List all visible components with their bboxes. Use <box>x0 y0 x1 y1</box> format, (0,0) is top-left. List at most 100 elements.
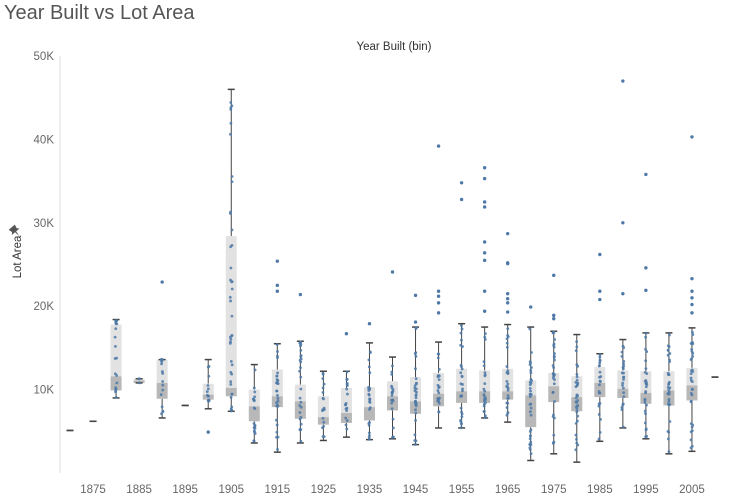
data-point <box>506 411 510 414</box>
box-group <box>525 305 537 462</box>
data-point <box>622 391 626 395</box>
pin-icon <box>8 224 20 237</box>
data-point <box>159 358 163 361</box>
data-point <box>574 433 578 437</box>
data-point <box>483 337 487 341</box>
data-point <box>299 415 303 419</box>
outlier-point <box>413 320 418 324</box>
data-point <box>553 378 556 382</box>
data-point <box>344 403 347 407</box>
data-point <box>253 395 257 399</box>
data-point <box>459 426 463 430</box>
x-tick-label: 2005 <box>679 484 705 496</box>
data-point <box>414 396 418 400</box>
data-point <box>644 427 648 431</box>
data-point <box>229 299 232 303</box>
data-point <box>253 426 257 430</box>
data-point <box>367 358 371 362</box>
data-point <box>506 397 510 400</box>
data-point <box>230 314 234 318</box>
outlier-point <box>598 289 602 293</box>
data-point <box>690 444 694 448</box>
outlier-point <box>621 79 625 83</box>
data-point <box>551 441 555 445</box>
data-point <box>529 369 533 372</box>
x-tick-label: 1935 <box>357 484 383 496</box>
data-point <box>229 101 233 104</box>
data-point <box>321 377 325 380</box>
data-point <box>390 372 394 376</box>
data-point <box>368 371 372 375</box>
data-point <box>505 365 509 368</box>
data-point <box>666 344 670 348</box>
data-point <box>229 395 233 399</box>
data-point <box>689 358 693 362</box>
outlier-point <box>459 181 464 185</box>
data-point <box>689 399 693 403</box>
data-point <box>390 407 394 411</box>
data-point <box>391 435 395 439</box>
data-point <box>528 387 532 390</box>
data-point <box>643 421 647 425</box>
box-group <box>433 144 445 429</box>
data-point <box>574 448 578 452</box>
data-point <box>552 433 556 437</box>
data-point <box>460 327 464 331</box>
data-point <box>483 371 487 375</box>
x-tick-label: 1955 <box>449 484 475 496</box>
outlier-point <box>390 270 395 274</box>
outlier-point <box>160 280 164 284</box>
data-point <box>597 437 601 441</box>
outlier-point <box>482 166 487 170</box>
data-point <box>574 385 578 389</box>
data-point <box>575 437 578 441</box>
data-point <box>161 383 165 387</box>
data-point <box>622 375 626 379</box>
data-point <box>644 382 648 386</box>
data-point <box>644 391 647 395</box>
data-point <box>114 327 118 331</box>
box-upper <box>594 367 606 383</box>
data-point <box>230 287 234 291</box>
data-point <box>529 443 533 446</box>
x-tick-label: 1885 <box>126 484 152 496</box>
box-group <box>271 259 283 453</box>
box-group <box>248 363 260 444</box>
data-point <box>206 365 210 369</box>
data-point <box>391 399 395 403</box>
data-point <box>161 388 165 392</box>
data-point <box>459 331 463 335</box>
box-group <box>410 293 422 446</box>
data-point <box>437 385 441 389</box>
data-point <box>436 356 440 360</box>
data-point <box>505 337 509 341</box>
data-point <box>529 393 533 396</box>
box-group <box>571 333 583 463</box>
data-point <box>461 389 464 393</box>
data-point <box>275 423 279 427</box>
data-point <box>576 399 580 402</box>
data-point <box>621 425 625 429</box>
data-point <box>643 401 647 404</box>
data-point <box>551 415 555 419</box>
data-point <box>253 424 257 427</box>
data-point <box>459 343 463 347</box>
data-point <box>229 359 233 363</box>
outlier-point <box>552 273 556 278</box>
outlier-point <box>505 310 510 314</box>
data-point <box>436 389 440 392</box>
chart-title: Year Built vs Lot Area <box>4 2 195 24</box>
data-point <box>345 419 349 422</box>
data-point <box>597 402 601 406</box>
box-upper <box>502 368 514 392</box>
data-point <box>114 386 118 390</box>
data-point <box>575 345 579 349</box>
data-point <box>437 410 441 414</box>
data-point <box>367 431 371 435</box>
data-point <box>598 359 602 363</box>
data-point <box>161 380 165 383</box>
data-point <box>575 378 579 382</box>
data-point <box>137 377 141 381</box>
data-point <box>460 374 464 378</box>
outlier-point <box>690 135 694 139</box>
